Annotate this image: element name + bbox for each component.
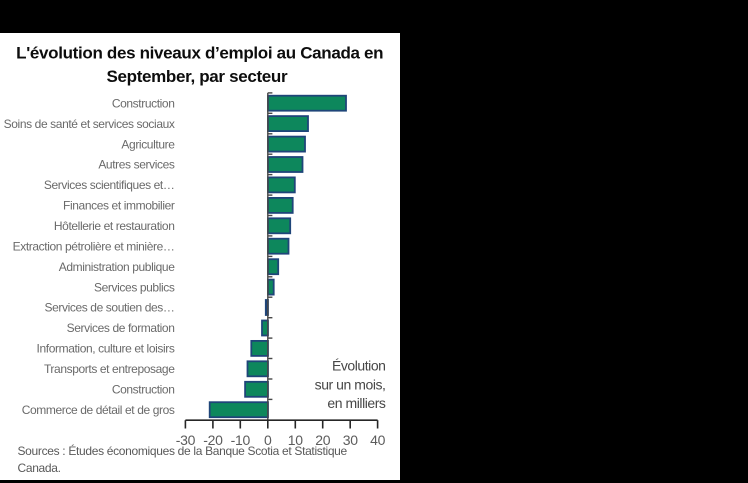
svg-text:Autres services: Autres services	[98, 158, 175, 172]
svg-text:Extraction pétrolière et miniè: Extraction pétrolière et minière…	[13, 239, 175, 253]
svg-text:Finances et immobilier: Finances et immobilier	[63, 199, 175, 213]
svg-text:en milliers: en milliers	[327, 395, 386, 411]
svg-text:Services publics: Services publics	[94, 280, 175, 294]
svg-text:September, par secteur: September, par secteur	[107, 67, 288, 86]
svg-text:30: 30	[343, 432, 358, 448]
svg-text:L'évolution des niveaux d’empl: L'évolution des niveaux d’emploi au Cana…	[16, 44, 383, 63]
svg-text:-20: -20	[203, 432, 223, 448]
svg-text:-30: -30	[176, 432, 196, 448]
svg-text:-10: -10	[231, 432, 251, 448]
svg-text:Évolution: Évolution	[332, 357, 386, 373]
svg-text:10: 10	[288, 432, 303, 448]
svg-text:Information, culture et loisir: Information, culture et loisirs	[37, 342, 175, 356]
svg-text:Agriculture: Agriculture	[121, 137, 175, 151]
svg-text:20: 20	[315, 432, 330, 448]
svg-text:Commerce de détail et de gros: Commerce de détail et de gros	[22, 403, 175, 417]
svg-text:Hôtellerie et restauration: Hôtellerie et restauration	[54, 219, 175, 233]
svg-text:Services de formation: Services de formation	[67, 321, 175, 335]
svg-text:sur un mois,: sur un mois,	[315, 377, 386, 393]
svg-text:Canada.: Canada.	[18, 461, 61, 475]
svg-text:Construction: Construction	[112, 383, 175, 397]
svg-text:Services de soutien des…: Services de soutien des…	[44, 301, 174, 315]
svg-text:Construction: Construction	[112, 96, 175, 110]
svg-text:0: 0	[264, 432, 272, 448]
svg-text:Administration publique: Administration publique	[59, 260, 175, 274]
svg-text:Soins de santé et services soc: Soins de santé et services sociaux	[4, 117, 175, 131]
svg-text:Services scientifiques et…: Services scientifiques et…	[44, 178, 175, 192]
svg-text:40: 40	[370, 432, 385, 448]
svg-text:Sources : Études économiques d: Sources : Études économiques de la Banqu…	[18, 443, 348, 458]
svg-text:Transports et entreposage: Transports et entreposage	[44, 362, 175, 376]
